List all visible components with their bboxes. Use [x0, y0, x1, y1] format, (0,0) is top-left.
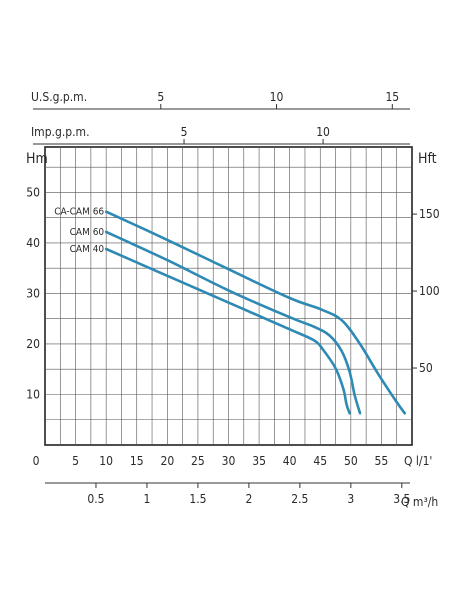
- hm-tick-label: 50: [26, 185, 40, 199]
- imp-gpm-axis: Imp.g.p.m. 5 10: [31, 125, 410, 145]
- curve-ca-cam-66: [104, 210, 406, 415]
- q-m3h-tick-label: 2.5: [291, 492, 308, 506]
- hm-tick-label: 10: [26, 387, 40, 401]
- curve-label-cam-40: CAM 40: [70, 244, 105, 255]
- q-m3h-tick-label: 0.5: [87, 492, 104, 506]
- left-axis-unit-hm: Hm: [26, 151, 48, 167]
- us-gpm-tick-label: 5: [157, 90, 164, 104]
- hm-tick-label: 30: [26, 286, 40, 300]
- hft-tick-label: 100: [419, 284, 440, 298]
- q-m3h-tick-label: 3: [347, 492, 354, 506]
- hft-ticks: 50 100 150: [412, 207, 440, 375]
- q-lmin-tick-label: 40: [283, 454, 297, 468]
- curve-cam-40: [104, 247, 351, 415]
- q-lmin-tick-label: 10: [99, 454, 113, 468]
- hm-tick-label: 40: [26, 236, 40, 250]
- performance-curves: [104, 210, 406, 415]
- q-m3h-tick-label: 1.5: [189, 492, 206, 506]
- imp-gpm-axis-label: Imp.g.p.m.: [31, 125, 90, 139]
- q-m3h-tick-label: 1: [144, 492, 151, 506]
- curve-label-ca-cam-66: CA-CAM 66: [54, 207, 104, 218]
- plot-area: CA-CAM 66 CAM 60 CAM 40: [44, 146, 413, 446]
- hft-tick-label: 50: [419, 361, 433, 375]
- q-lmin-tick-label: 45: [313, 454, 327, 468]
- q-m3h-axis: Q m³/h 0.5 1 1.5 2 2.5 3 3.5: [45, 482, 438, 509]
- q-lmin-tick-label: 30: [222, 454, 236, 468]
- hft-tick-label: 150: [419, 207, 440, 221]
- q-m3h-tick-label: 3.5: [393, 492, 410, 506]
- q-lmin-axis: Q l/1' 0 5 10 15 20 25 30 35 40 45 50 55: [33, 454, 433, 468]
- q-m3h-axis-label: Q m³/h: [401, 495, 438, 509]
- q-lmin-axis-label: Q l/1': [404, 454, 432, 468]
- curve-label-cam-60: CAM 60: [70, 227, 105, 238]
- q-lmin-tick-label: 35: [252, 454, 266, 468]
- us-gpm-tick-label: 15: [385, 90, 399, 104]
- us-gpm-axis: U.S.g.p.m. 5 10 15: [31, 90, 410, 110]
- imp-gpm-tick-label: 10: [316, 125, 330, 139]
- q-lmin-tick-label: 0: [33, 454, 40, 468]
- q-lmin-tick-label: 5: [72, 454, 79, 468]
- q-lmin-tick-label: 55: [375, 454, 389, 468]
- curve-cam-60: [104, 230, 362, 415]
- q-lmin-tick-label: 50: [344, 454, 358, 468]
- hm-ticks: 10 20 30 40 50: [26, 185, 40, 401]
- curve-labels: CA-CAM 66 CAM 60 CAM 40: [54, 207, 104, 255]
- hm-tick-label: 20: [26, 337, 40, 351]
- imp-gpm-tick-label: 5: [181, 125, 188, 139]
- q-lmin-tick-label: 15: [130, 454, 144, 468]
- right-axis-unit-hft: Hft: [418, 151, 437, 167]
- q-lmin-tick-label: 20: [160, 454, 174, 468]
- us-gpm-axis-label: U.S.g.p.m.: [31, 90, 87, 104]
- us-gpm-tick-label: 10: [270, 90, 284, 104]
- q-m3h-tick-label: 2: [245, 492, 252, 506]
- q-lmin-tick-label: 25: [191, 454, 205, 468]
